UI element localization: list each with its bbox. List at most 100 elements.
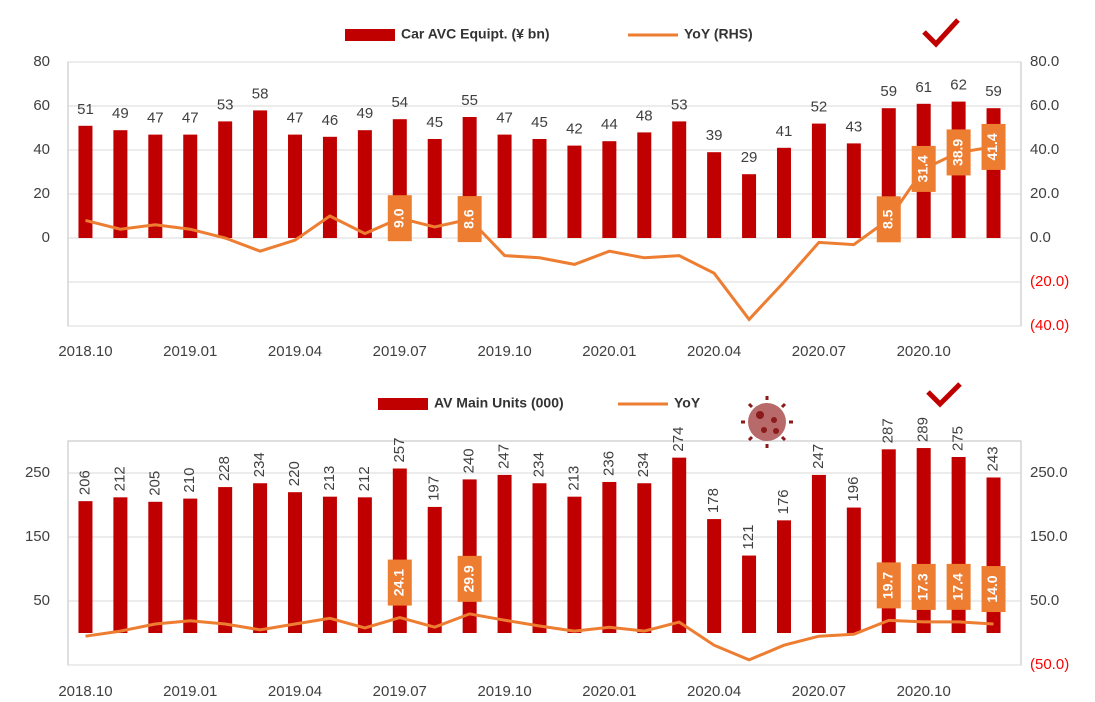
bar bbox=[776, 520, 791, 633]
x-tick-label: 2020.04 bbox=[687, 683, 741, 700]
x-tick-label: 2019.07 bbox=[373, 343, 427, 360]
yoy-value-label: 41.4 bbox=[984, 133, 1000, 160]
bar bbox=[183, 134, 198, 238]
yoy-line bbox=[85, 145, 994, 322]
x-tick-label: 2019.10 bbox=[477, 683, 531, 700]
yoy-value-label: 14.0 bbox=[984, 575, 1000, 602]
bar bbox=[497, 474, 512, 633]
bar bbox=[148, 134, 163, 238]
bar-value-label: 228 bbox=[216, 456, 233, 481]
bar-value-label: 53 bbox=[217, 96, 234, 113]
y2-tick-label: 40.0 bbox=[1030, 141, 1059, 158]
bar-value-label: 243 bbox=[985, 446, 1002, 471]
bar-value-label: 196 bbox=[845, 477, 862, 502]
bar bbox=[253, 483, 268, 633]
bar-value-label: 58 bbox=[252, 85, 269, 102]
bar bbox=[113, 497, 128, 633]
bar-value-label: 52 bbox=[811, 99, 828, 116]
bar-value-label: 257 bbox=[391, 437, 408, 462]
bar bbox=[532, 483, 547, 633]
bar-value-label: 47 bbox=[182, 110, 199, 127]
bar bbox=[567, 145, 582, 238]
yoy-label: 17.4 bbox=[946, 563, 971, 610]
bar-value-label: 42 bbox=[566, 121, 583, 138]
y2-tick-label: 0.0 bbox=[1030, 229, 1051, 246]
bar bbox=[672, 457, 687, 633]
bar bbox=[322, 496, 337, 633]
bar bbox=[288, 134, 303, 238]
y2-tick-label: 50.0 bbox=[1030, 592, 1059, 609]
y-tick-label: 40 bbox=[33, 141, 50, 158]
y-tick-label: 20 bbox=[33, 185, 50, 202]
yoy-label: 29.9 bbox=[457, 555, 482, 602]
bar-value-label: 41 bbox=[776, 123, 793, 140]
bar bbox=[288, 492, 303, 633]
bar bbox=[427, 139, 442, 238]
bar bbox=[846, 507, 861, 633]
bar bbox=[846, 143, 861, 238]
legend-label: YoY (RHS) bbox=[684, 26, 753, 42]
x-tick-label: 2019.04 bbox=[268, 343, 322, 360]
yoy-value-label: 38.9 bbox=[949, 139, 965, 166]
yoy-label-box bbox=[876, 196, 901, 243]
y-tick-label: 250 bbox=[25, 464, 50, 481]
x-tick-label: 2020.01 bbox=[582, 683, 636, 700]
bar-value-label: 61 bbox=[915, 79, 932, 96]
bar-value-label: 29 bbox=[741, 149, 758, 166]
bar bbox=[322, 136, 337, 238]
bar-value-label: 206 bbox=[76, 470, 93, 495]
bar-value-label: 234 bbox=[635, 452, 652, 477]
bar-value-label: 54 bbox=[391, 94, 408, 111]
bar-value-label: 274 bbox=[670, 427, 687, 452]
y-tick-label: 0 bbox=[42, 229, 50, 246]
y-tick-label: 80 bbox=[33, 53, 50, 70]
yoy-label-box bbox=[457, 196, 482, 243]
yoy-label: 41.4 bbox=[981, 123, 1006, 170]
yoy-label: 19.7 bbox=[876, 562, 901, 609]
bar-value-label: 287 bbox=[880, 418, 897, 443]
x-tick-label: 2019.10 bbox=[477, 343, 531, 360]
bar-value-label: 59 bbox=[985, 83, 1002, 100]
yoy-label: 9.0 bbox=[387, 195, 412, 242]
bar bbox=[183, 498, 198, 633]
yoy-label: 31.4 bbox=[911, 145, 936, 192]
bar-value-label: 46 bbox=[322, 112, 339, 129]
bar-value-label: 220 bbox=[286, 461, 303, 486]
bar-value-label: 47 bbox=[287, 110, 304, 127]
legend-swatch bbox=[345, 29, 395, 41]
bar bbox=[148, 501, 163, 633]
x-tick-label: 2020.10 bbox=[897, 343, 951, 360]
bar bbox=[253, 110, 268, 238]
bar bbox=[78, 501, 93, 633]
y2-tick-label: 80.0 bbox=[1030, 53, 1059, 70]
legend-label: Car AVC Equipt. (¥ bn) bbox=[401, 26, 550, 42]
yoy-label-box bbox=[946, 129, 971, 176]
bar-value-label: 236 bbox=[600, 451, 617, 476]
bar bbox=[218, 487, 233, 633]
bar-value-label: 205 bbox=[146, 471, 163, 496]
x-tick-label: 2020.10 bbox=[897, 683, 951, 700]
yoy-value-label: 24.1 bbox=[390, 569, 406, 596]
yoy-value-label: 29.9 bbox=[460, 565, 476, 592]
bar-value-label: 197 bbox=[426, 476, 443, 501]
yoy-label-box bbox=[387, 559, 412, 606]
yoy-line bbox=[85, 612, 994, 662]
yoy-label: 17.3 bbox=[911, 563, 936, 610]
yoy-value-label: 17.4 bbox=[949, 573, 965, 600]
bar bbox=[776, 147, 791, 238]
bar-value-label: 275 bbox=[950, 426, 967, 451]
bar bbox=[707, 519, 722, 633]
x-tick-label: 2020.07 bbox=[792, 343, 846, 360]
bar-value-label: 212 bbox=[111, 466, 128, 491]
bar-value-label: 247 bbox=[810, 444, 827, 469]
yoy-label: 8.5 bbox=[876, 196, 901, 243]
bar-value-label: 234 bbox=[530, 452, 547, 477]
yoy-value-label: 17.3 bbox=[914, 573, 930, 600]
bar-value-label: 213 bbox=[321, 466, 338, 491]
x-tick-label: 2019.01 bbox=[163, 683, 217, 700]
bar-value-label: 51 bbox=[77, 101, 94, 118]
x-tick-label: 2020.07 bbox=[792, 683, 846, 700]
yoy-label-box bbox=[387, 195, 412, 242]
bar bbox=[602, 141, 617, 238]
yoy-label-box bbox=[946, 563, 971, 610]
